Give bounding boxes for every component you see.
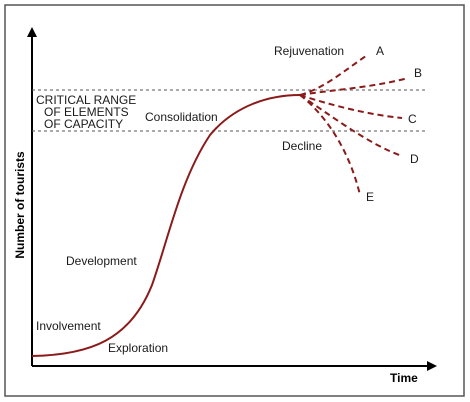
y-axis-label: Number of tourists — [13, 151, 27, 259]
capacity-label-line-3: OF CAPACITY — [44, 117, 123, 131]
stage-consolidation-label: Consolidation — [145, 110, 218, 124]
lifecycle-curve — [31, 94, 301, 357]
branch-e-curve — [299, 94, 361, 196]
branch-a-label: A — [376, 44, 384, 58]
branch-c-curve — [299, 94, 403, 119]
stage-involvement-label: Involvement — [36, 319, 101, 333]
branch-b-label: B — [414, 66, 422, 80]
branch-b-curve — [299, 77, 409, 96]
branch-d-curve — [299, 94, 403, 157]
stage-decline-label: Decline — [282, 139, 322, 153]
diagram-frame — [4, 4, 465, 397]
branch-c-label: C — [408, 112, 417, 126]
capacity-label-line-2: OF ELEMENTS — [44, 105, 129, 119]
stage-development-label: Development — [66, 254, 137, 268]
x-axis-label: Time — [390, 371, 418, 385]
stage-rejuvenation-label: Rejuvenation — [274, 44, 344, 58]
branch-e-label: E — [366, 190, 374, 204]
stage-exploration-label: Exploration — [108, 341, 168, 355]
branch-d-label: D — [410, 152, 419, 166]
branch-a-curve — [299, 55, 367, 96]
capacity-label-line-1: CRITICAL RANGE — [36, 93, 136, 107]
